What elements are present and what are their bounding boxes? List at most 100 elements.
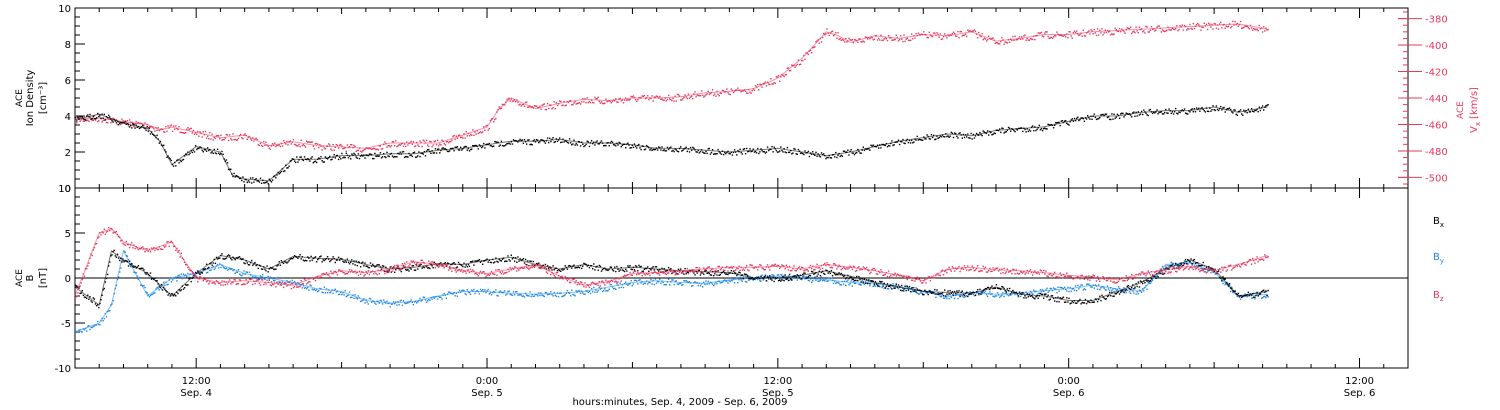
vx-series-point — [653, 96, 655, 98]
by-series-point — [902, 287, 904, 289]
by-series-point — [330, 291, 332, 293]
density-series-point — [721, 150, 724, 152]
vx-series-point — [1124, 32, 1126, 34]
bx-series-point — [804, 272, 806, 274]
by-series-point — [738, 279, 740, 281]
bx-series-point — [260, 268, 263, 270]
by-series-point — [973, 295, 976, 297]
by-series-point — [89, 328, 91, 331]
bx-series-point — [876, 284, 879, 286]
vx-series-point — [298, 143, 300, 146]
vx-series-point — [351, 144, 353, 146]
density-series-point — [179, 159, 181, 162]
bx-series-point — [815, 271, 817, 274]
vx-series-point — [232, 133, 234, 135]
bz-series-point — [103, 228, 105, 230]
bx-series-point — [1023, 297, 1025, 299]
bx-series-point — [1258, 293, 1260, 295]
vx-series-point — [258, 144, 261, 147]
bz-series-point — [414, 263, 417, 266]
density-series-point — [808, 155, 811, 158]
density-series-point — [553, 141, 555, 144]
vx-series-point — [264, 144, 266, 146]
vx-series-point — [908, 39, 911, 42]
vx-series-point — [641, 95, 643, 97]
vx-series-point — [413, 145, 416, 148]
bx-series-point — [385, 266, 387, 268]
vx-series-point — [235, 139, 237, 141]
by-series-point — [1155, 276, 1157, 278]
vx-series-point — [464, 137, 466, 139]
density-series-point — [78, 118, 80, 120]
bx-series-point — [187, 284, 189, 286]
by-series-point — [935, 296, 937, 299]
by-series-point — [507, 290, 509, 293]
vx-series-point — [310, 141, 312, 143]
bx-series-point — [254, 261, 256, 264]
density-series-point — [380, 157, 383, 159]
vx-series-point — [330, 148, 332, 150]
bx-series-point — [211, 264, 213, 266]
bx-series-point — [538, 262, 540, 264]
bx-series-point — [1107, 295, 1110, 297]
density-series-point — [590, 140, 593, 142]
by-series-point — [102, 320, 104, 322]
vx-series-point — [106, 122, 109, 124]
density-series-point — [303, 156, 306, 158]
vx-series-point — [941, 38, 944, 40]
density-series-point — [190, 150, 192, 152]
density-series-point — [120, 121, 122, 124]
density-series-point — [429, 150, 431, 153]
by-series-point — [732, 278, 735, 280]
vx-series-point — [245, 134, 247, 137]
bx-series-point — [413, 269, 416, 271]
density-series-point — [1190, 109, 1192, 111]
by-series-point — [319, 287, 321, 290]
vx-series-point — [808, 50, 811, 52]
bx-series-point — [620, 266, 622, 269]
bx-series-point — [729, 272, 731, 274]
density-series-point — [1193, 108, 1196, 110]
density-series-point — [517, 141, 519, 143]
vx-series-point — [1197, 22, 1199, 25]
density-series-point — [505, 144, 507, 146]
by-series-point — [951, 294, 954, 296]
bx-series-point — [1198, 265, 1200, 267]
density-series-point — [898, 143, 901, 146]
density-series-point — [1103, 114, 1105, 117]
bz-series-point — [315, 276, 318, 279]
density-series-point — [582, 143, 584, 145]
density-series-point — [304, 158, 307, 160]
density-series-point — [545, 140, 548, 142]
bx-series-point — [850, 276, 852, 278]
vx-series-point — [938, 36, 940, 38]
by-series-point — [579, 292, 582, 294]
vx-series-point — [847, 40, 849, 42]
bx-series-point — [524, 258, 527, 261]
by-series — [74, 249, 1269, 333]
bz-series-point — [392, 268, 395, 270]
density-series-point — [648, 147, 650, 149]
by-series-point — [295, 282, 297, 284]
by-series-point — [772, 274, 774, 276]
by-series-point — [669, 284, 671, 286]
density-series-point — [927, 135, 929, 138]
bx-series-point — [491, 258, 494, 261]
bx-series-point — [600, 270, 603, 272]
density-series-point — [840, 154, 842, 156]
density-series-point — [484, 147, 486, 149]
density-series-point — [867, 148, 869, 150]
by-series-point — [630, 280, 632, 282]
vx-series-point — [1249, 24, 1252, 27]
vx-series-point — [166, 130, 168, 132]
by-series-point — [1264, 295, 1266, 298]
density-series-point — [760, 148, 762, 150]
density-series-point — [962, 133, 965, 136]
by-series-point — [731, 279, 734, 282]
bx-series-point — [156, 280, 158, 282]
vx-series-point — [933, 32, 935, 34]
vx-series-point — [686, 97, 688, 100]
by-series-point — [724, 279, 726, 281]
bz-series-point — [249, 278, 252, 280]
by-series-point — [621, 284, 624, 286]
